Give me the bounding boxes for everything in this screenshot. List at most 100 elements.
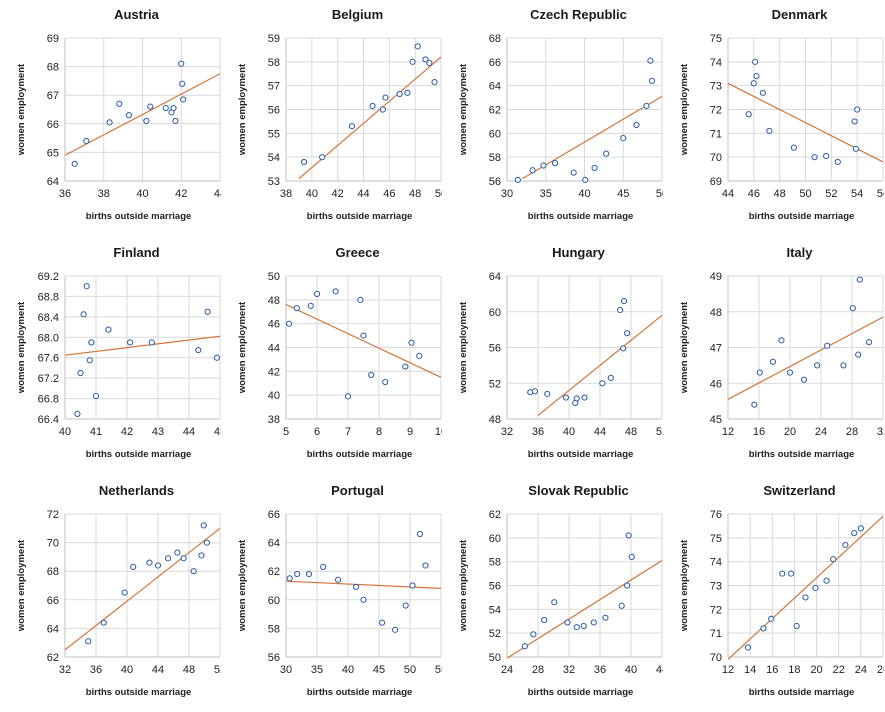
chart-title: Portugal (331, 483, 384, 498)
chart-title: Greece (335, 245, 379, 260)
chart-panel-belgium: Belgium 38 40 42 44 46 48 50 53 54 55 56 57 58 59 birth… (221, 0, 442, 236)
y-tick-label: 64 (47, 176, 59, 188)
x-tick-label: 48 (774, 188, 786, 200)
data-point (617, 306, 624, 314)
y-tick-label: 72 (47, 509, 59, 521)
chart-title: Austria (114, 7, 160, 22)
x-tick-label: 45 (617, 188, 629, 200)
y-tick-label: 66.8 (38, 394, 59, 406)
data-point (786, 369, 794, 376)
data-point (648, 77, 656, 85)
y-axis-label: women employment (237, 63, 248, 156)
data-point (121, 589, 128, 596)
trend-line (64, 335, 221, 356)
data-point (625, 532, 632, 539)
y-tick-label: 72 (710, 604, 722, 616)
data-point (409, 582, 416, 589)
data-point (147, 103, 154, 110)
data-point (382, 378, 389, 386)
data-point (344, 393, 352, 400)
y-tick-label: 67.2 (38, 373, 59, 385)
y-tick-label: 68.8 (38, 291, 59, 303)
x-tick-label: 36 (532, 426, 544, 438)
x-tick-label: 42 (121, 426, 133, 438)
data-point (573, 624, 580, 631)
data-point (85, 638, 92, 645)
data-point (83, 137, 90, 145)
data-point (603, 150, 610, 157)
data-point (382, 94, 389, 101)
y-tick-label: 58 (268, 57, 280, 69)
data-point (582, 176, 589, 183)
trend-line (506, 559, 663, 659)
data-point (408, 339, 415, 346)
data-point (530, 631, 537, 638)
data-point (580, 622, 587, 630)
x-tick-label: 12 (722, 664, 734, 676)
x-tick-label: 24 (855, 664, 867, 676)
y-tick-label: 48 (268, 295, 280, 307)
chart-panel-denmark: Denmark 44 46 48 50 52 54 56 69 70 71 72 73 74 75 birth… (663, 0, 884, 236)
y-tick-label: 54 (489, 604, 501, 616)
data-point (352, 583, 360, 591)
data-point (431, 78, 438, 86)
data-point (172, 117, 179, 125)
data-point (620, 135, 627, 142)
y-tick-label: 74 (710, 57, 722, 69)
x-tick-label: 12 (722, 426, 734, 438)
y-tick-label: 60 (489, 307, 501, 319)
data-point (856, 276, 863, 283)
y-tick-label: 74 (710, 557, 722, 569)
y-tick-label: 62 (489, 509, 501, 521)
x-tick-label: 44 (722, 188, 734, 200)
y-tick-label: 73 (710, 81, 722, 93)
x-tick-label: 36 (90, 664, 102, 676)
chart-title: Belgium (332, 7, 383, 22)
y-axis-label: women employment (16, 301, 27, 394)
data-point (551, 160, 559, 167)
data-point (402, 602, 409, 609)
x-tick-label: 40 (59, 426, 71, 438)
y-tick-label: 68 (47, 566, 59, 578)
y-tick-label: 68.4 (38, 312, 59, 324)
y-tick-label: 47 (710, 343, 722, 355)
x-tick-label: 18 (788, 664, 800, 676)
y-tick-label: 75 (710, 33, 722, 45)
data-point (562, 394, 570, 401)
scatter-chart-denmark: Denmark 44 46 48 50 52 54 56 69 70 71 72 73 74 75 birth… (679, 7, 884, 222)
x-tick-label: 44 (152, 664, 164, 676)
y-tick-label: 71 (710, 628, 722, 640)
data-point (286, 320, 293, 327)
chart-title: Switzerland (763, 483, 835, 498)
data-point (618, 602, 625, 609)
y-tick-label: 56 (489, 343, 501, 355)
x-tick-label: 28 (846, 426, 858, 438)
x-tick-label: 40 (306, 188, 318, 200)
data-point (852, 145, 859, 152)
x-axis-label: births outside marriage (307, 449, 413, 460)
y-tick-label: 58 (489, 557, 501, 569)
data-point (80, 311, 87, 318)
y-tick-label: 48 (710, 307, 722, 319)
data-point (148, 339, 155, 346)
data-point (334, 576, 342, 583)
x-tick-label: 32 (563, 664, 575, 676)
data-point (416, 530, 424, 538)
y-tick-label: 72 (710, 105, 722, 117)
data-point (213, 354, 220, 361)
data-point (180, 96, 187, 103)
data-point (814, 362, 821, 369)
data-point (842, 541, 849, 549)
data-point (811, 154, 818, 161)
y-tick-label: 56 (268, 652, 280, 664)
x-tick-label: 16 (753, 426, 765, 438)
data-point (357, 296, 364, 303)
data-point (823, 577, 830, 584)
y-axis-label: women employment (237, 301, 248, 394)
x-tick-label: 40 (121, 664, 133, 676)
x-tick-label: 56 (877, 188, 884, 200)
x-tick-label: 22 (833, 664, 845, 676)
x-tick-label: 32 (59, 664, 71, 676)
y-axis-label: women employment (458, 539, 469, 632)
data-point (74, 410, 81, 417)
